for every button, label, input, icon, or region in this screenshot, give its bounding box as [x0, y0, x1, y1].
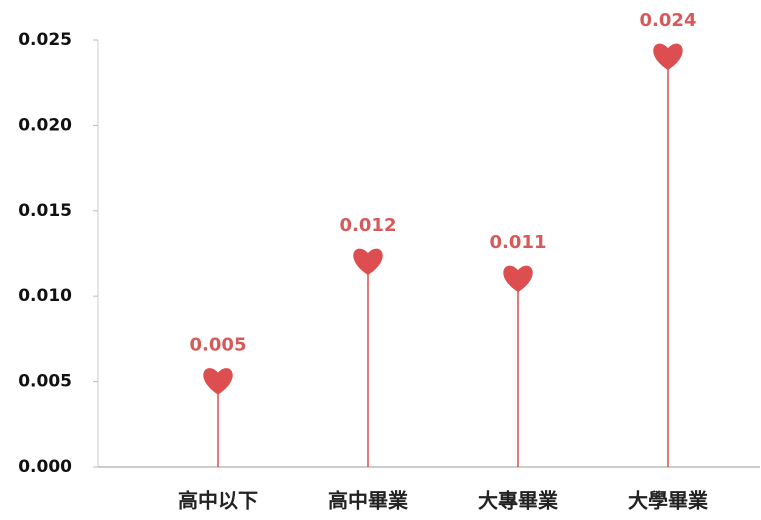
- heart-marker: [653, 43, 683, 71]
- value-label: 0.012: [340, 215, 397, 236]
- value-label: 0.011: [490, 232, 547, 253]
- heart-marker: [203, 368, 233, 395]
- value-label: 0.024: [640, 10, 697, 31]
- x-tick-label: 大學畢業: [628, 489, 709, 513]
- x-tick-label: 大專畢業: [478, 489, 559, 513]
- y-tick-label: 0.005: [18, 372, 72, 392]
- y-tick-label: 0.015: [18, 201, 72, 221]
- heart-marker: [353, 248, 383, 276]
- y-tick-label: 0.025: [18, 30, 72, 50]
- y-tick-label: 0.020: [18, 115, 72, 135]
- y-tick-label: 0.010: [18, 286, 72, 306]
- x-tick-label: 高中畢業: [328, 489, 409, 513]
- x-tick-label: 高中以下: [178, 489, 258, 513]
- y-tick-label: 0.000: [18, 457, 72, 477]
- value-label: 0.005: [190, 335, 247, 356]
- heart-marker: [503, 265, 533, 293]
